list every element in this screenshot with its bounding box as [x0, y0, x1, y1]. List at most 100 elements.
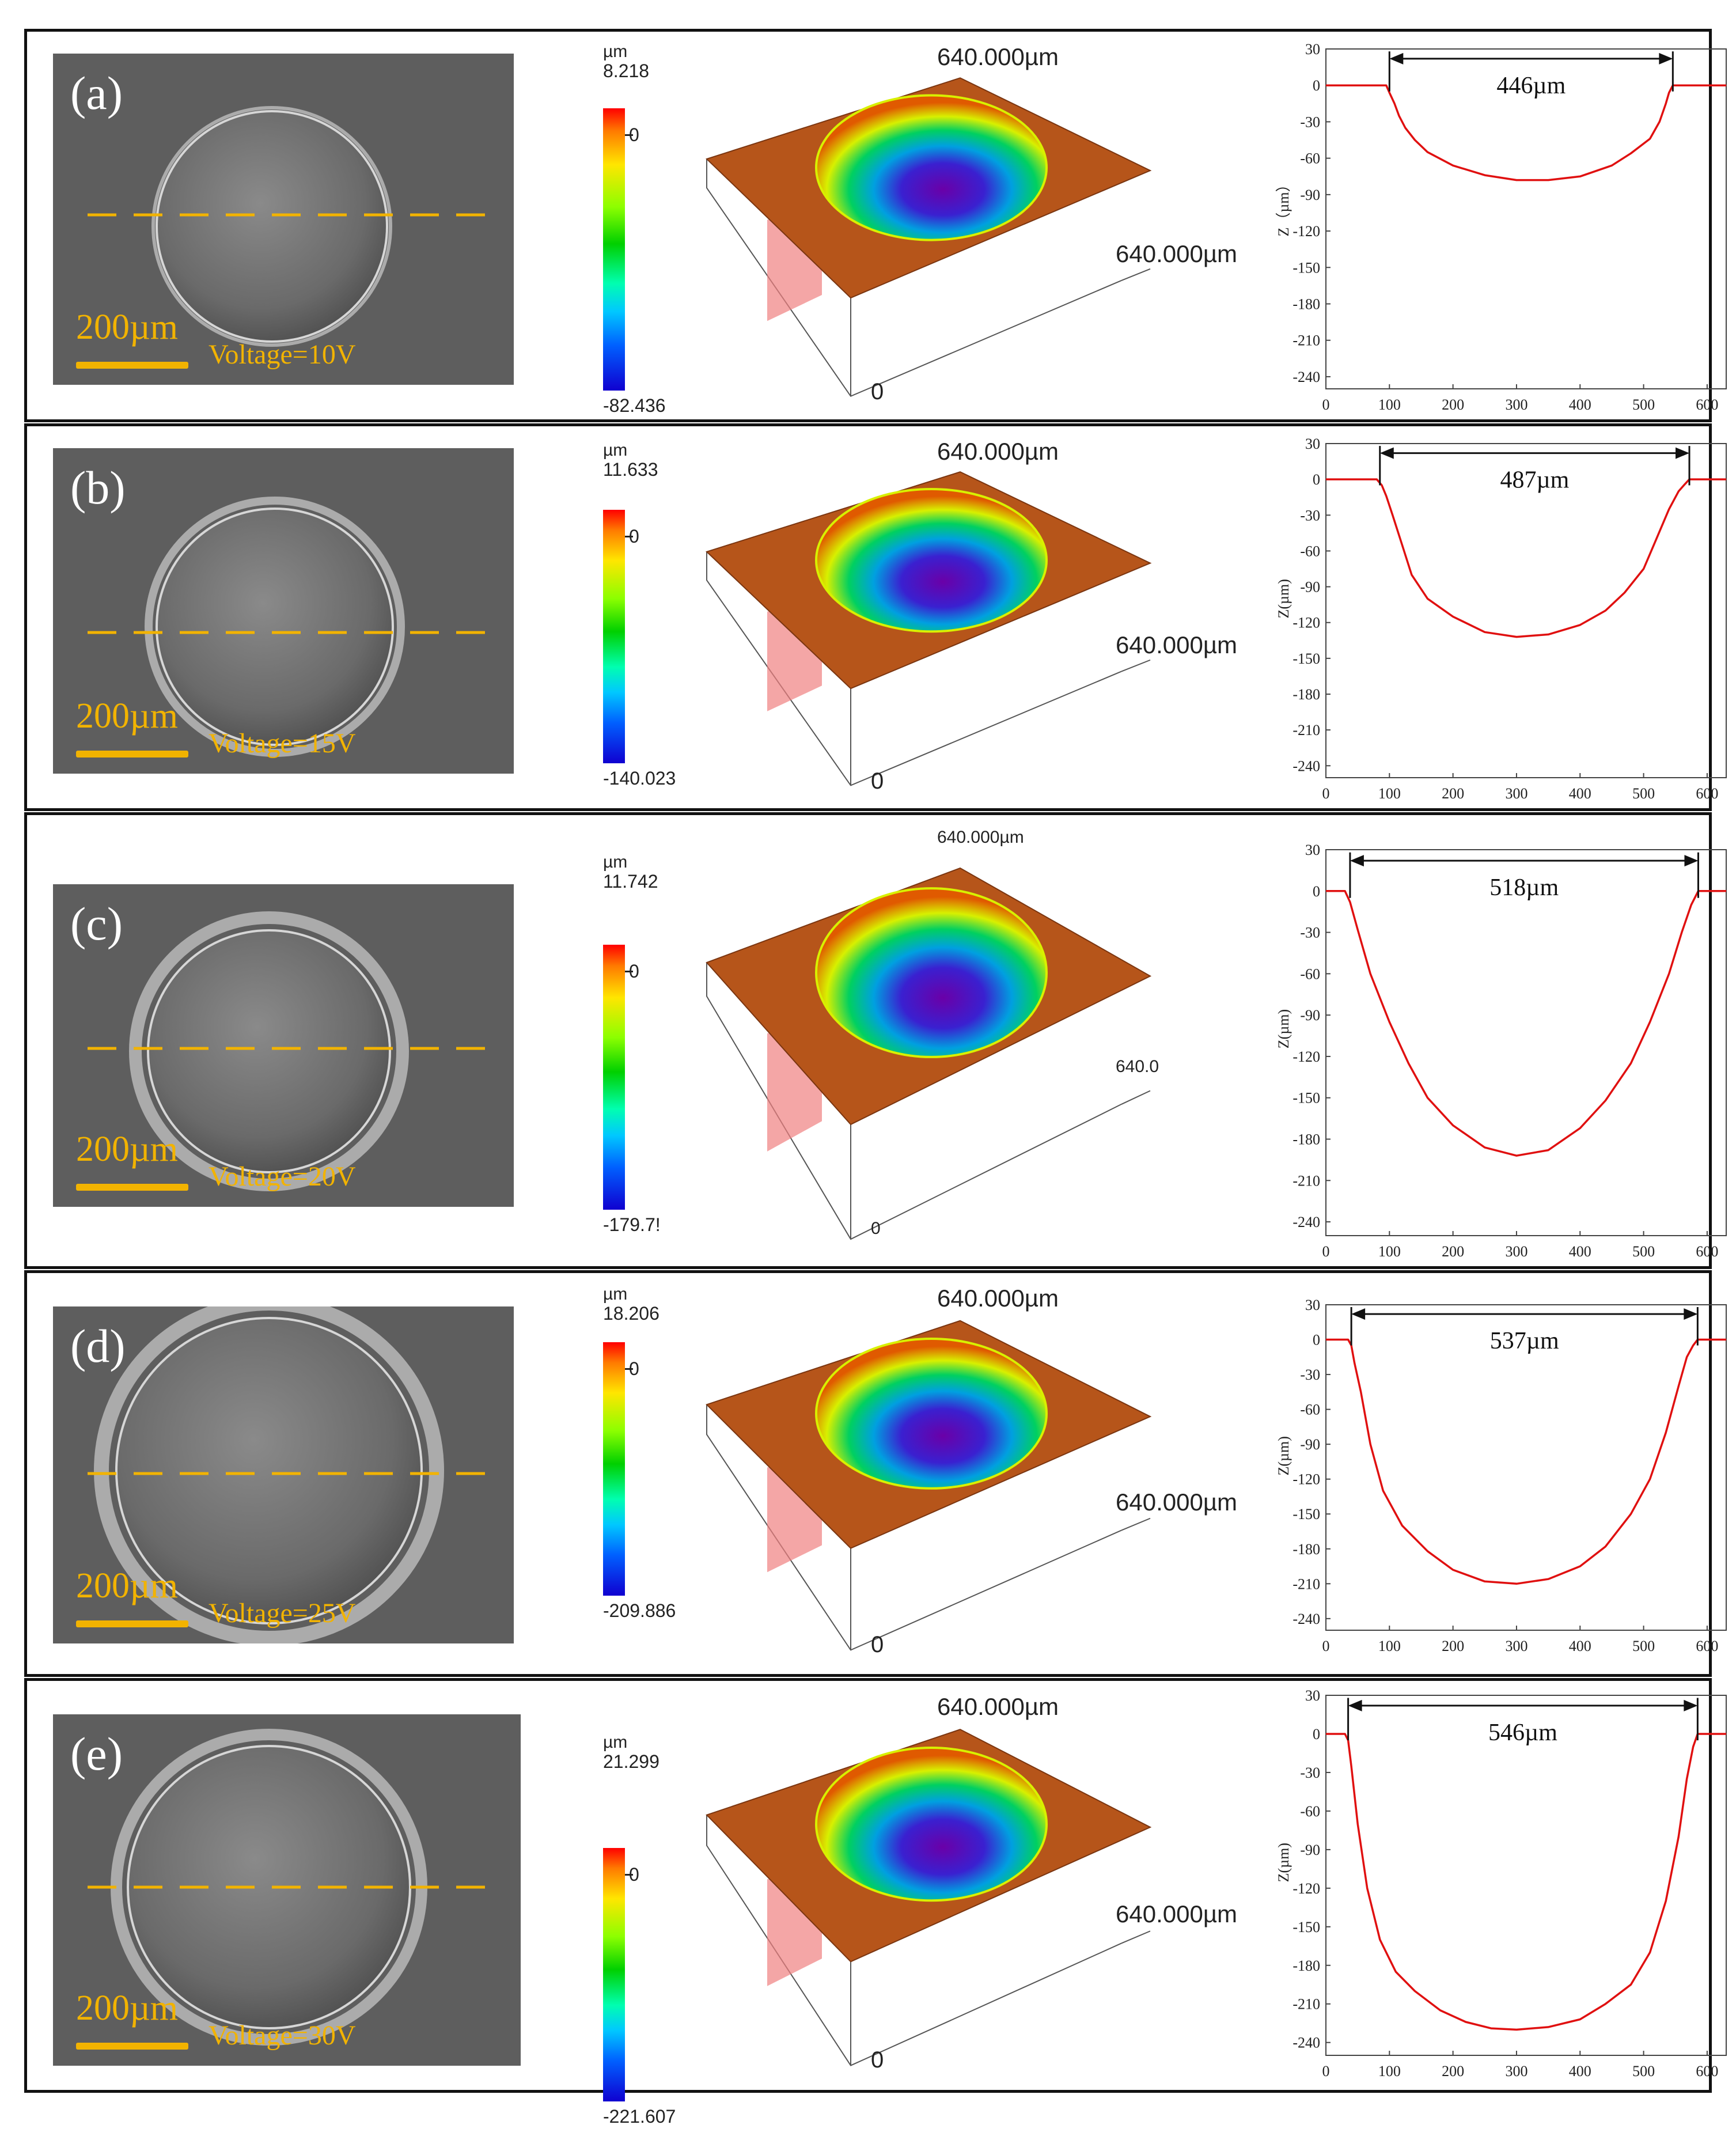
annotation-arrowhead-left — [1348, 1699, 1362, 1711]
y-tick-label: -180 — [1292, 1957, 1320, 1974]
y-tick-label: 0 — [1313, 883, 1320, 900]
annotation-arrowhead-right — [1659, 52, 1673, 65]
color-scale-zero-tick — [625, 536, 633, 537]
voltage-label: Voltage=25V — [209, 1598, 356, 1628]
y-tick-label: 0 — [1313, 1332, 1320, 1349]
depth-profile-chart: 30 0 -30 -60 -90 -120 -150 -180 -210 -240 0 100 200 3… — [1271, 1296, 1736, 1665]
x-tick-label: 600 — [1696, 2063, 1718, 2080]
panel-label: (b) — [70, 461, 126, 514]
annotation-width-label: 537µm — [1490, 1328, 1559, 1354]
surface-3d: 640.000µm 640.000µm 0 — [689, 37, 1265, 419]
axis-label-origin: 0 — [871, 2047, 884, 2073]
profile-curve — [1326, 478, 1726, 638]
color-scale: µm 11.633 0 -140.023 — [560, 441, 676, 798]
color-scale-min: -221.607 — [603, 2106, 676, 2127]
x-tick-label: 0 — [1322, 785, 1330, 802]
annotation-arrowhead-right — [1684, 1699, 1698, 1711]
y-axis-label: Z(µm) — [1275, 1843, 1292, 1882]
y-tick-label: 30 — [1305, 435, 1320, 452]
color-scale-unit: µm — [603, 1285, 628, 1304]
color-scale-bar — [603, 1848, 625, 2101]
y-tick-label: -240 — [1292, 1611, 1320, 1627]
color-scale: µm 21.299 0 -221.607 — [560, 1733, 676, 2136]
y-tick-label: -210 — [1292, 1172, 1320, 1189]
y-axis-label: Z（µm） — [1275, 177, 1292, 236]
surface-crater — [815, 487, 1048, 633]
y-tick-label: -90 — [1300, 1436, 1320, 1453]
crater — [115, 1317, 423, 1624]
y-tick-label: -210 — [1292, 332, 1320, 349]
x-tick-label: 200 — [1442, 2063, 1464, 2080]
sem-image: (e) 200µm Voltage=30V — [53, 1714, 521, 2066]
y-tick-label: -60 — [1300, 150, 1320, 167]
color-scale-zero-tick — [625, 134, 633, 136]
axis-label-top: 640.000µm — [937, 43, 1059, 71]
y-tick-label: 30 — [1305, 1687, 1320, 1704]
x-tick-label: 600 — [1696, 396, 1718, 413]
scale-bar-label: 200µm — [76, 1566, 178, 1605]
x-tick-label: 400 — [1569, 1638, 1591, 1654]
sem-image: (c) 200µm Voltage=20V — [53, 884, 514, 1207]
axis-label-top: 640.000µm — [937, 1285, 1059, 1312]
crater — [156, 110, 388, 343]
y-tick-label: 30 — [1305, 1297, 1320, 1313]
x-tick-label: 300 — [1505, 2063, 1527, 2080]
surface-3d: 640.000µm 640.0 0 — [689, 821, 1265, 1266]
surface-axis-arrow — [1121, 659, 1151, 672]
color-scale-zero: 0 — [629, 526, 639, 547]
color-scale-max: 8.218 — [603, 60, 650, 81]
x-tick-label: 0 — [1322, 1243, 1330, 1260]
x-tick-label: 0 — [1322, 396, 1330, 413]
surface-crater — [815, 1747, 1048, 1902]
surface-axis-arrow — [1121, 1090, 1151, 1105]
panel-label: (e) — [70, 1728, 123, 1780]
y-tick-label: 0 — [1313, 471, 1320, 488]
annotation-width-label: 446µm — [1496, 73, 1566, 99]
axis-label-right: 640.0 — [1116, 1056, 1159, 1076]
annotation-arrowhead-left — [1350, 855, 1364, 867]
axis-label-origin: 0 — [871, 1632, 884, 1658]
x-tick-label: 200 — [1442, 396, 1464, 413]
x-tick-label: 0 — [1322, 2063, 1330, 2080]
annotation-arrowhead-right — [1676, 447, 1690, 459]
y-tick-label: -180 — [1292, 1541, 1320, 1558]
crater-rim — [151, 106, 392, 347]
surface-axis-arrow — [1121, 1517, 1151, 1531]
y-tick-label: -120 — [1292, 1048, 1320, 1065]
crater — [156, 508, 394, 746]
x-tick-label: 500 — [1632, 1243, 1655, 1260]
color-scale-unit: µm — [603, 1733, 628, 1752]
axis-label-top: 640.000µm — [937, 827, 1024, 847]
axis-label-right: 640.000µm — [1116, 1488, 1238, 1516]
profile-curve — [1326, 1338, 1726, 1585]
panel-label: (c) — [70, 897, 123, 950]
axis-label-top: 640.000µm — [937, 437, 1059, 465]
color-scale-bar — [603, 510, 625, 763]
x-tick-label: 300 — [1505, 1243, 1527, 1260]
crater-rim — [129, 911, 409, 1191]
color-scale-bar — [603, 108, 625, 391]
y-tick-label: -150 — [1292, 1506, 1320, 1523]
color-scale-zero: 0 — [629, 961, 639, 982]
x-tick-label: 600 — [1696, 1243, 1718, 1260]
y-tick-label: -240 — [1292, 2035, 1320, 2051]
crater — [147, 929, 391, 1173]
color-scale-bar — [603, 1342, 625, 1596]
y-tick-label: -30 — [1300, 507, 1320, 524]
y-tick-label: 0 — [1313, 77, 1320, 94]
plot-frame — [1325, 48, 1727, 389]
y-tick-label: -210 — [1292, 1576, 1320, 1592]
x-tick-label: 400 — [1569, 396, 1591, 413]
y-tick-label: -90 — [1300, 1842, 1320, 1858]
x-tick-label: 600 — [1696, 785, 1718, 802]
scale-bar-label: 200µm — [76, 1130, 178, 1169]
figure-panel-b: (b) 200µm Voltage=15V µm 11.633 0 -140.023 640.… — [24, 423, 1727, 811]
x-tick-label: 100 — [1378, 396, 1401, 413]
annotation-arrowhead-left — [1389, 52, 1404, 65]
voltage-label: Voltage=15V — [209, 728, 356, 759]
x-tick-label: 500 — [1632, 396, 1655, 413]
color-scale-min: -209.886 — [603, 1600, 676, 1621]
y-tick-label: -150 — [1292, 1919, 1320, 1936]
